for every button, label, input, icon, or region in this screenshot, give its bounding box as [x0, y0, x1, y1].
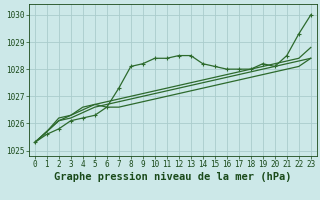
- X-axis label: Graphe pression niveau de la mer (hPa): Graphe pression niveau de la mer (hPa): [54, 172, 292, 182]
